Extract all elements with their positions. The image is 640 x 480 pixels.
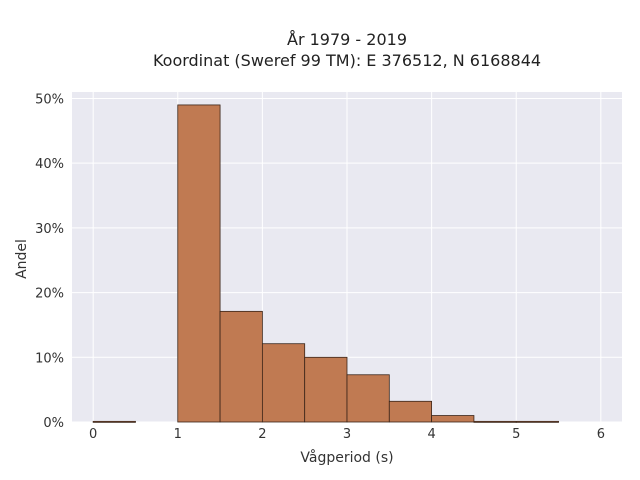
x-tick-label: 1 [174,427,182,442]
y-tick-label: 50% [35,92,64,107]
y-tick-label: 30% [35,222,64,237]
histogram-bar [346,374,390,423]
histogram-bar [388,400,433,423]
histogram-bar [261,343,306,423]
x-tick-label: 0 [89,427,97,442]
chart-subtitle: Koordinat (Sweref 99 TM): E 376512, N 61… [153,51,541,70]
histogram-bars [92,104,559,423]
histogram-bar [431,415,475,423]
x-axis-label: Vågperiod (s) [300,449,393,466]
histogram-bar [304,356,348,423]
x-tick-label: 4 [427,427,435,442]
y-tick-label: 20% [35,287,64,302]
x-tick-label: 2 [258,427,266,442]
y-tick-label: 0% [43,416,64,431]
histogram-bar [219,310,263,423]
chart-title: År 1979 - 2019 [287,30,407,49]
y-axis-ticks: 0% 10% 20% 30% 40% 50% [35,92,64,431]
y-tick-label: 40% [35,157,64,172]
x-tick-label: 3 [343,427,351,442]
histogram-bar [515,420,559,423]
histogram-bar [177,104,221,423]
histogram-bar [473,420,517,423]
y-axis-label: Andel [14,239,30,279]
x-axis-ticks: 0 1 2 3 4 5 6 [89,427,605,442]
x-tick-label: 5 [512,427,520,442]
histogram-bar [92,420,136,423]
y-tick-label: 10% [35,351,64,366]
x-tick-label: 6 [597,427,605,442]
